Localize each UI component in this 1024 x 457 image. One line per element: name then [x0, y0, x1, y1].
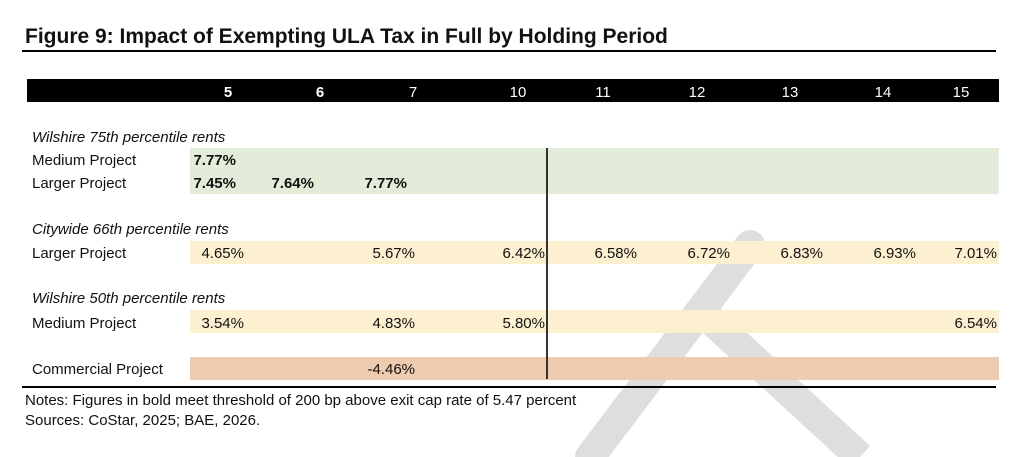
top-rule — [22, 50, 996, 52]
group-label: Citywide 66th percentile rents — [32, 221, 229, 238]
table-cell: 4.83% — [372, 315, 415, 332]
group-band — [190, 148, 999, 194]
column-header: 7 — [408, 84, 418, 101]
sources-text: Sources: CoStar, 2025; BAE, 2026. — [25, 412, 261, 429]
column-header: 15 — [952, 84, 970, 101]
column-header: 13 — [781, 84, 799, 101]
group-band — [190, 310, 999, 333]
table-cell: 6.83% — [780, 245, 823, 262]
column-header: 11 — [595, 84, 611, 101]
column-header: 5 — [223, 84, 233, 101]
table-cell: 5.67% — [372, 245, 415, 262]
row-label: Larger Project — [32, 175, 127, 192]
group-label: Wilshire 50th percentile rents — [32, 290, 226, 307]
figure-title: Figure 9: Impact of Exempting ULA Tax in… — [25, 25, 668, 48]
group-band — [190, 357, 999, 380]
table-cell: 5.80% — [502, 315, 545, 332]
column-header: 6 — [315, 84, 325, 101]
table-cell: 7.45% — [193, 175, 236, 192]
column-header: 14 — [874, 84, 892, 101]
table-cell: 3.54% — [201, 315, 244, 332]
notes-text: Notes: Figures in bold meet threshold of… — [25, 392, 577, 409]
bottom-rule — [22, 386, 996, 388]
column-header: 12 — [688, 84, 706, 101]
table-cell: 7.01% — [954, 245, 997, 262]
group-band — [190, 241, 999, 264]
header-bar — [27, 79, 999, 102]
table-cell: 7.77% — [364, 175, 407, 192]
table-cell: -4.46% — [367, 361, 415, 378]
row-label: Medium Project — [32, 315, 137, 332]
row-label: Commercial Project — [32, 361, 163, 378]
row-label: Larger Project — [32, 245, 127, 262]
table-cell: 6.58% — [594, 245, 637, 262]
table-cell: 4.65% — [201, 245, 244, 262]
table-cell: 6.54% — [954, 315, 997, 332]
table-cell: 6.42% — [502, 245, 545, 262]
table-cell: 7.64% — [271, 175, 314, 192]
table-cell: 6.72% — [687, 245, 730, 262]
column-header: 10 — [509, 84, 527, 101]
divider-line — [546, 148, 548, 379]
group-label: Wilshire 75th percentile rents — [32, 129, 226, 146]
table-cell: 7.77% — [193, 152, 236, 169]
table-cell: 6.93% — [873, 245, 916, 262]
row-label: Medium Project — [32, 152, 137, 169]
